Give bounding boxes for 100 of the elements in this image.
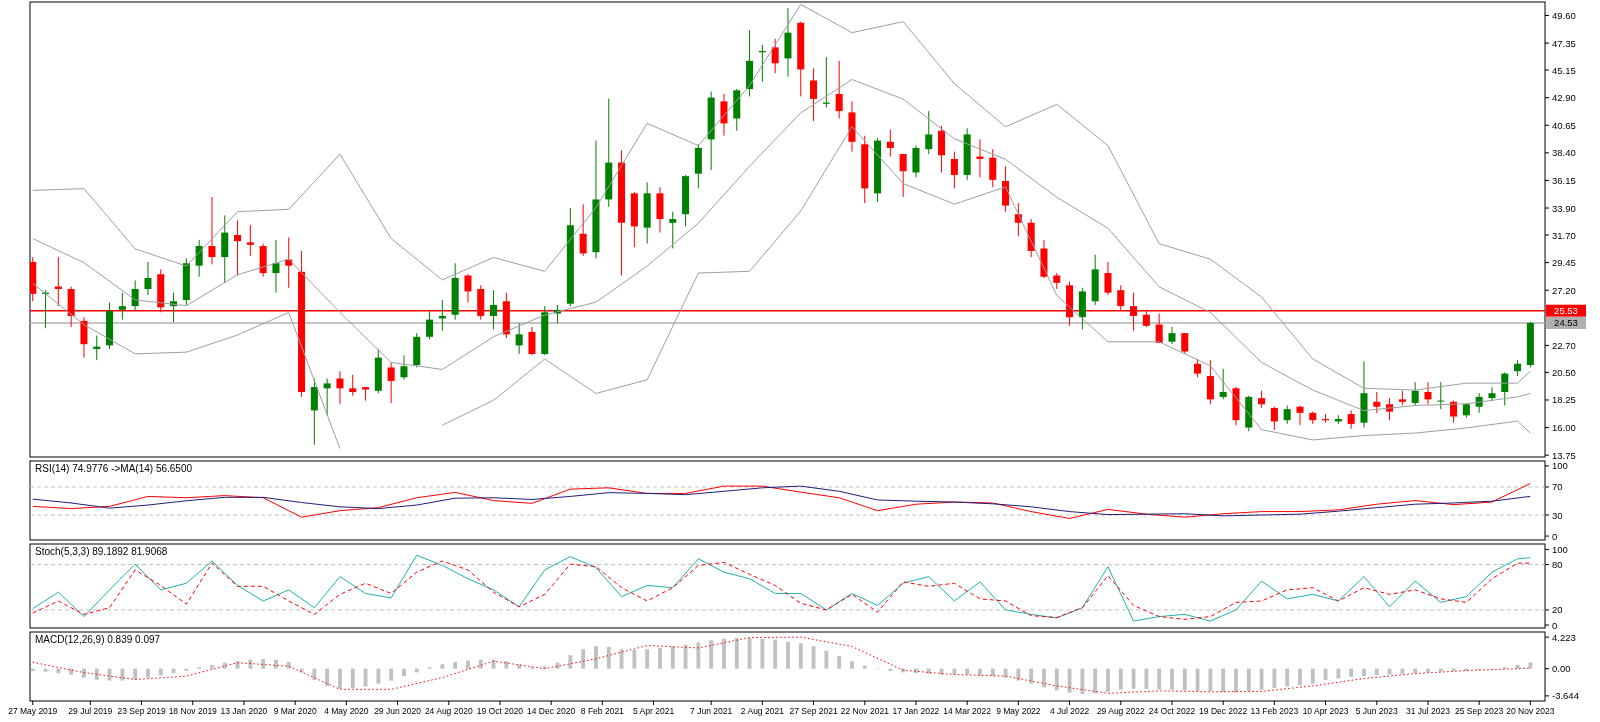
bar [632, 650, 637, 669]
bar [146, 668, 150, 678]
x-tick-label: 27 Sep 2021 [789, 706, 838, 716]
candlestick [1450, 400, 1458, 424]
candlestick [336, 370, 344, 405]
y-tick-label: 20.50 [1552, 366, 1576, 378]
candlestick [464, 273, 472, 303]
candlestick [1283, 404, 1291, 425]
candlestick [515, 322, 523, 355]
bar [504, 661, 509, 669]
bar [478, 659, 483, 669]
bar [1144, 668, 1149, 689]
candlestick [1270, 406, 1278, 431]
candlestick [925, 110, 933, 155]
candlestick [1347, 409, 1355, 430]
bar [837, 655, 842, 669]
y-tick-label: 70 [1552, 481, 1563, 493]
ref-line-label: 25.53 [1554, 305, 1578, 317]
candlestick [1437, 381, 1445, 410]
bar [1528, 662, 1533, 669]
y-tick-label: 36.15 [1552, 174, 1576, 186]
y-tick-label: 0.00 [1552, 663, 1571, 675]
bar [978, 668, 982, 676]
bar [158, 668, 163, 676]
x-tick-label: 29 Jun 2020 [374, 706, 422, 716]
y-tick-label: 13.75 [1552, 449, 1576, 461]
candlestick [810, 67, 818, 122]
y-tick-label: 27.20 [1552, 284, 1576, 296]
bar [594, 646, 598, 669]
x-tick-label: 4 May 2020 [324, 706, 369, 716]
bar [760, 638, 765, 669]
candlestick [208, 196, 216, 265]
candlestick [835, 60, 843, 120]
candlestick [1373, 391, 1381, 414]
y-tick-label: 4.223 [1552, 631, 1576, 643]
x-tick-label: 19 Oct 2020 [476, 706, 524, 716]
bar [402, 668, 406, 677]
y-tick-label: 16.00 [1552, 422, 1576, 434]
x-tick-label: 24 Aug 2020 [424, 706, 473, 716]
bar [133, 668, 138, 680]
candlestick [272, 239, 280, 294]
x-tick-label: 23 Sep 2019 [117, 706, 166, 716]
candlestick [886, 129, 894, 158]
candlestick [1424, 381, 1432, 405]
bar [120, 668, 125, 681]
x-tick-label: 25 Sep 2023 [1455, 706, 1504, 716]
x-tick-label: 4 Jul 2022 [1049, 706, 1090, 716]
bar [606, 647, 611, 669]
bar [1093, 668, 1098, 694]
bar [440, 664, 445, 669]
candlestick [1411, 381, 1419, 406]
ref-line-label: 24.53 [1554, 317, 1578, 329]
candlestick [899, 153, 907, 198]
bar [1170, 668, 1174, 690]
bar [1310, 668, 1315, 684]
candlestick [1206, 359, 1214, 405]
bar [1336, 668, 1341, 679]
bar [274, 659, 278, 669]
bar [658, 647, 662, 669]
y-tick-label: 18.25 [1552, 394, 1576, 406]
y-tick-label: 22.70 [1552, 339, 1576, 351]
line-series [32, 79, 1531, 412]
bar [696, 642, 701, 669]
x-tick-label: 13 Feb 2023 [1250, 706, 1299, 716]
bar [862, 665, 867, 669]
x-tick-label: 5 Jun 2023 [1355, 706, 1399, 716]
bar [824, 650, 829, 669]
x-tick-label: 5 Apr 2021 [632, 706, 675, 716]
y-tick-label: 0 [1552, 530, 1558, 542]
bar [1438, 668, 1443, 672]
bar [1016, 668, 1021, 681]
y-tick-label: 80 [1552, 559, 1563, 571]
y-tick-label: 31.70 [1552, 229, 1576, 241]
bar [222, 662, 227, 669]
candlestick [426, 310, 434, 340]
bar [1362, 668, 1366, 677]
bar [1208, 668, 1213, 692]
candlestick [195, 239, 203, 278]
x-tick-label: 9 May 2022 [996, 706, 1041, 716]
x-tick-label: 29 Jul 2019 [68, 706, 113, 716]
x-tick-label: 9 Mar 2020 [273, 706, 317, 716]
bar [338, 668, 342, 689]
x-tick-label: 8 Feb 2021 [580, 706, 625, 716]
bar [773, 639, 778, 669]
bar [542, 666, 547, 669]
chart-title: Stoch(5,3,3) 89.1892 81.9068 [35, 546, 168, 557]
bar [990, 668, 995, 677]
candlestick [1488, 386, 1496, 402]
x-tick-label: 7 Jun 2021 [690, 706, 733, 716]
bar [248, 659, 253, 669]
bar [786, 641, 790, 669]
candlestick [118, 292, 126, 321]
x-tick-label: 14 Dec 2020 [527, 706, 576, 716]
y-tick-label: 29.45 [1552, 257, 1576, 269]
candlestick [1104, 261, 1112, 296]
bar [453, 661, 458, 669]
y-tick-label: 42.90 [1552, 92, 1576, 104]
candlestick [669, 211, 677, 250]
y-tick-label: 38.40 [1552, 147, 1576, 159]
x-tick-label: 27 May 2019 [8, 706, 58, 716]
